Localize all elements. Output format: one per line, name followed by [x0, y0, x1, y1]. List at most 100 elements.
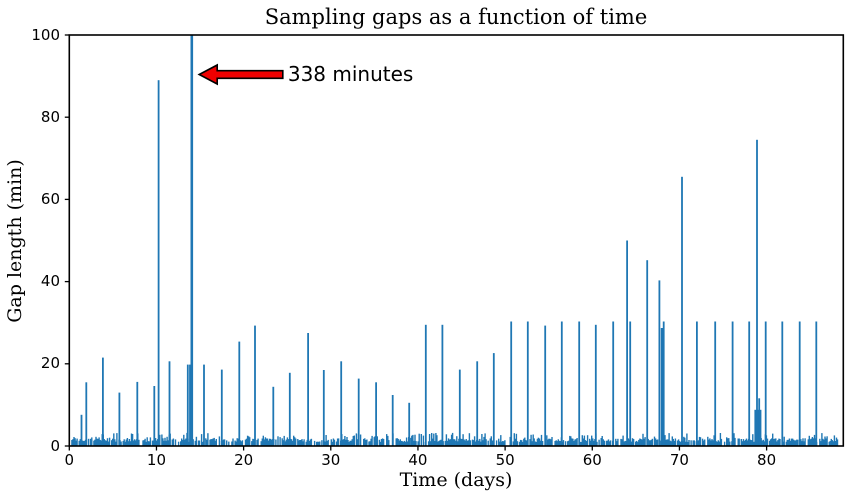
noise-bar [275, 439, 277, 446]
noise-bar [413, 440, 415, 446]
noise-bar [78, 440, 80, 446]
noise-bar [222, 439, 225, 446]
noise-bar [263, 439, 266, 446]
noise-bar [551, 437, 553, 446]
noise-bar [533, 438, 535, 446]
noise-bar [74, 438, 76, 446]
noise-bar [161, 434, 163, 446]
gap-bar [391, 395, 394, 446]
noise-bar [105, 440, 108, 446]
noise-bar [167, 440, 169, 446]
gap-bar [626, 240, 628, 446]
noise-bar [688, 440, 690, 446]
noise-bar [155, 440, 158, 446]
noise-bar [811, 437, 814, 446]
noise-bar [582, 438, 585, 446]
noise-bar [218, 436, 221, 446]
noise-bar [294, 437, 296, 446]
noise-bar [490, 436, 492, 446]
noise-bar [132, 440, 135, 446]
gap-bar [662, 321, 665, 446]
noise-bar [134, 439, 136, 446]
noise-bar [245, 438, 248, 446]
noise-bar [723, 441, 726, 446]
noise-bar [752, 434, 754, 446]
noise-bar [251, 441, 253, 446]
noise-bar [301, 439, 303, 446]
noise-bar [820, 441, 822, 446]
y-tick-label: 60 [40, 189, 60, 208]
noise-bar [116, 433, 118, 446]
noise-bar [352, 436, 354, 446]
noise-bar [666, 439, 668, 446]
noise-bar [287, 439, 290, 446]
noise-bar [308, 440, 310, 446]
noise-bar [589, 438, 591, 446]
noise-bar [531, 441, 533, 446]
noise-bar [538, 438, 541, 446]
noise-bar [585, 441, 588, 446]
gap-bar [544, 325, 547, 446]
gap-bar [594, 324, 597, 446]
noise-bar [664, 435, 666, 446]
x-tick-label: 40 [408, 451, 428, 469]
noise-bar [807, 439, 809, 446]
noise-bar [112, 438, 114, 446]
noise-bar [129, 441, 132, 446]
noise-bar [355, 433, 358, 446]
noise-bar [463, 439, 465, 446]
noise-bar [617, 438, 619, 446]
noise-bar [546, 435, 548, 446]
noise-bar [346, 437, 348, 446]
gap-bar [203, 364, 205, 446]
noise-bar [123, 439, 125, 446]
noise-bar [146, 437, 148, 446]
noise-bar [495, 440, 498, 446]
noise-bar [651, 438, 654, 446]
noise-bar [777, 440, 779, 446]
noise-bar [468, 433, 471, 446]
noise-bar [420, 434, 422, 446]
y-tick-label: 40 [40, 272, 60, 291]
noise-bar [833, 435, 836, 446]
noise-bar [342, 439, 344, 446]
noise-bar [831, 440, 833, 446]
noise-bar [313, 440, 316, 446]
noise-bar [609, 440, 612, 446]
noise-bar [256, 439, 258, 446]
noise-bar [142, 440, 144, 446]
noise-bar [177, 441, 180, 446]
noise-bar [804, 438, 806, 446]
gap-bar [526, 321, 529, 446]
noise-bar [297, 439, 299, 446]
noise-bar [502, 441, 504, 446]
noise-bar [830, 438, 832, 446]
noise-bar [257, 438, 259, 446]
gap-bar [441, 324, 444, 446]
noise-bar [410, 437, 412, 446]
noise-bar [100, 440, 102, 446]
noise-bar [479, 438, 481, 446]
noise-bar [579, 441, 581, 446]
gap-bar [476, 361, 479, 446]
noise-bar [674, 438, 677, 446]
noise-bar [135, 440, 137, 446]
noise-bar [400, 440, 403, 446]
noise-bar [729, 441, 731, 446]
noise-bar [209, 439, 211, 446]
noise-bar [653, 436, 656, 446]
noise-bar [481, 434, 483, 446]
noise-bar [761, 440, 763, 446]
noise-bar [669, 440, 671, 446]
noise-bar [740, 439, 742, 446]
noise-bar [130, 433, 133, 446]
noise-bar [558, 440, 560, 446]
noise-bar [427, 441, 430, 446]
noise-bar [120, 441, 122, 446]
noise-bar [637, 441, 639, 446]
noise-bar [310, 438, 313, 446]
noise-bar [262, 435, 264, 446]
noise-bar [188, 441, 190, 446]
noise-bar [776, 441, 778, 446]
noise-bar [228, 441, 230, 446]
